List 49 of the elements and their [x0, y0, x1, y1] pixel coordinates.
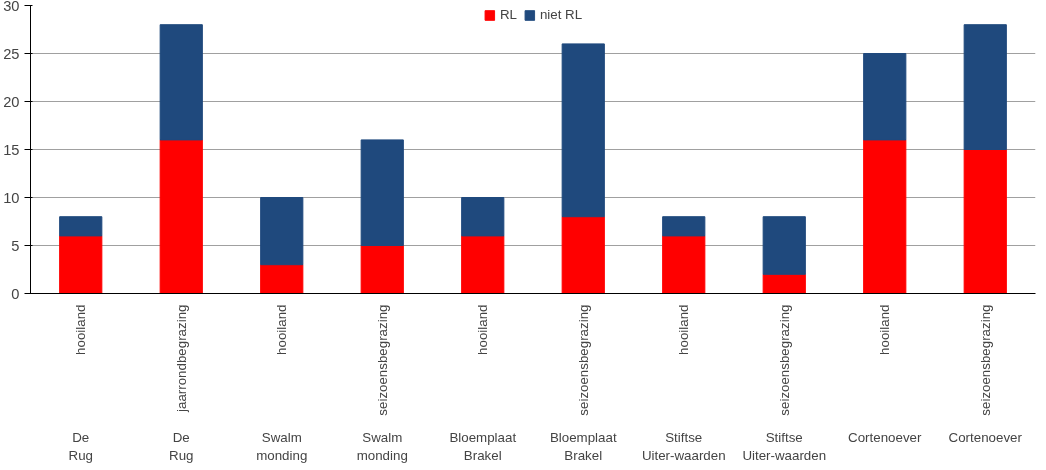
text: Stiftse Uiter-waarden — [641, 429, 726, 463]
bar — [863, 53, 907, 141]
bar — [159, 139, 203, 294]
x-tick-label: jaarrondbegrazing — [173, 304, 189, 413]
text: Cortenoever — [848, 429, 922, 445]
x-tick-label: hooiland — [274, 304, 290, 355]
x-tick-label: hooiland — [475, 304, 491, 355]
bar — [260, 197, 304, 266]
y-tick-label: 5 — [11, 237, 20, 254]
text: Bloemplaat Brakel — [449, 429, 517, 463]
bar — [762, 216, 806, 275]
bar — [260, 264, 304, 294]
legend-label: RL — [499, 7, 518, 22]
x-tick-label: hooiland — [676, 304, 692, 355]
bar — [59, 235, 103, 294]
y-tick-label: 10 — [3, 189, 20, 206]
text: Cortenoever — [948, 429, 1023, 445]
text: Stiftse Uiter-waarden — [742, 429, 827, 463]
text: De Rug — [68, 429, 93, 463]
bar — [662, 235, 706, 294]
x-tick-label: seizoensbegrazing — [977, 304, 993, 416]
text: De Rug — [169, 429, 194, 463]
bar — [461, 197, 505, 237]
y-tick-label: 0 — [11, 285, 20, 302]
bar — [963, 24, 1007, 150]
bar — [561, 216, 605, 294]
y-tick-label: 20 — [3, 93, 20, 110]
y-tick-label: 30 — [3, 0, 20, 14]
x-tick-label: seizoensbegrazing — [776, 304, 792, 416]
x-tick-label: hooiland — [73, 304, 89, 355]
x-tick-label: seizoensbegrazing — [575, 304, 591, 416]
legend-label: niet RL — [539, 7, 583, 22]
y-tick-label: 15 — [3, 141, 20, 158]
bar — [159, 24, 203, 141]
bar — [561, 43, 605, 218]
text: Swalm monding — [356, 429, 408, 463]
bar — [662, 216, 706, 237]
y-tick-label: 25 — [3, 45, 20, 62]
text: Swalm monding — [256, 429, 308, 463]
bar — [762, 273, 806, 294]
bar — [461, 235, 505, 294]
bar — [59, 216, 103, 237]
bar — [360, 245, 404, 294]
bar — [863, 139, 907, 294]
x-tick-label: hooiland — [877, 304, 893, 355]
bar — [360, 139, 404, 246]
text: Bloemplaat Brakel — [549, 429, 617, 463]
bar — [963, 149, 1007, 294]
x-tick-label: seizoensbegrazing — [374, 304, 390, 416]
